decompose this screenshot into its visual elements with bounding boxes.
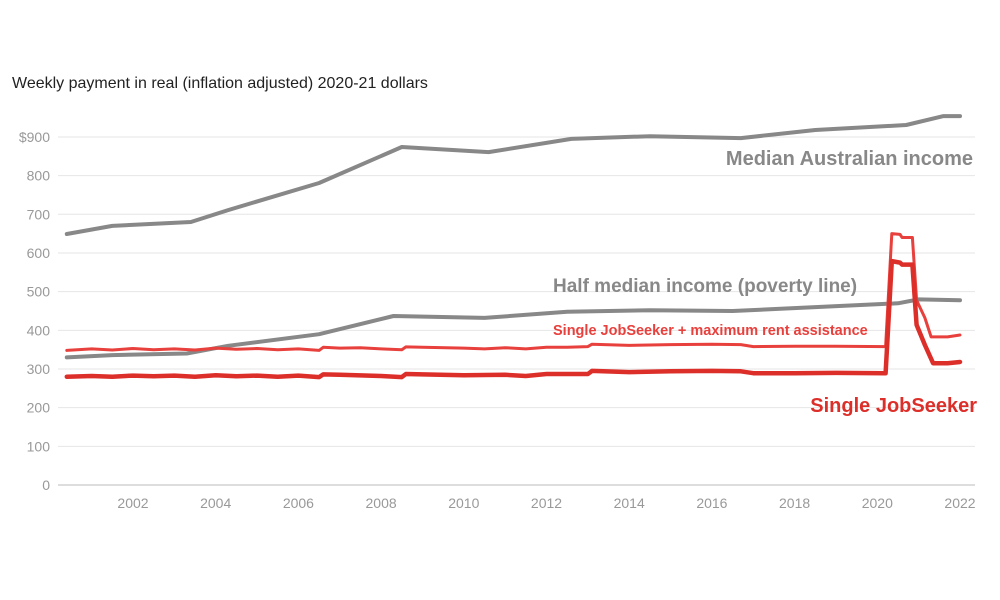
y-tick-label: 800	[27, 168, 51, 184]
y-tick-label: 0	[42, 477, 50, 493]
x-tick-label: 2008	[366, 495, 397, 511]
label-half-median: Half median income (poverty line)	[553, 276, 857, 297]
y-tick-label: 300	[27, 361, 51, 377]
series-line-0	[64, 114, 962, 236]
label-jobseeker-rent: Single JobSeeker + maximum rent assistan…	[553, 323, 868, 339]
x-tick-label: 2012	[531, 495, 562, 511]
x-tick-label: 2010	[448, 495, 479, 511]
x-tick-label: 2022	[944, 495, 975, 511]
x-tick-label: 2020	[862, 495, 893, 511]
series-line-3	[64, 258, 963, 380]
y-tick-label: 600	[27, 245, 51, 261]
x-tick-label: 2002	[117, 495, 148, 511]
y-tick-label: 700	[27, 206, 51, 222]
y-tick-label: 400	[27, 322, 51, 338]
label-median-income: Median Australian income	[726, 148, 973, 170]
y-tick-label: 100	[27, 438, 51, 454]
label-single-jobseeker: Single JobSeeker	[810, 395, 977, 417]
series-line-2	[65, 232, 962, 352]
x-tick-label: 2016	[696, 495, 727, 511]
x-tick-label: 2006	[283, 495, 314, 511]
x-tick-label: 2004	[200, 495, 231, 511]
chart-title: Weekly payment in real (inflation adjust…	[12, 75, 428, 92]
y-tick-label: 200	[27, 400, 51, 416]
x-tick-label: 2018	[779, 495, 810, 511]
y-tick-label: $900	[19, 129, 50, 145]
x-tick-label: 2014	[614, 495, 645, 511]
series-line-1	[64, 297, 962, 360]
y-tick-label: 500	[27, 284, 51, 300]
